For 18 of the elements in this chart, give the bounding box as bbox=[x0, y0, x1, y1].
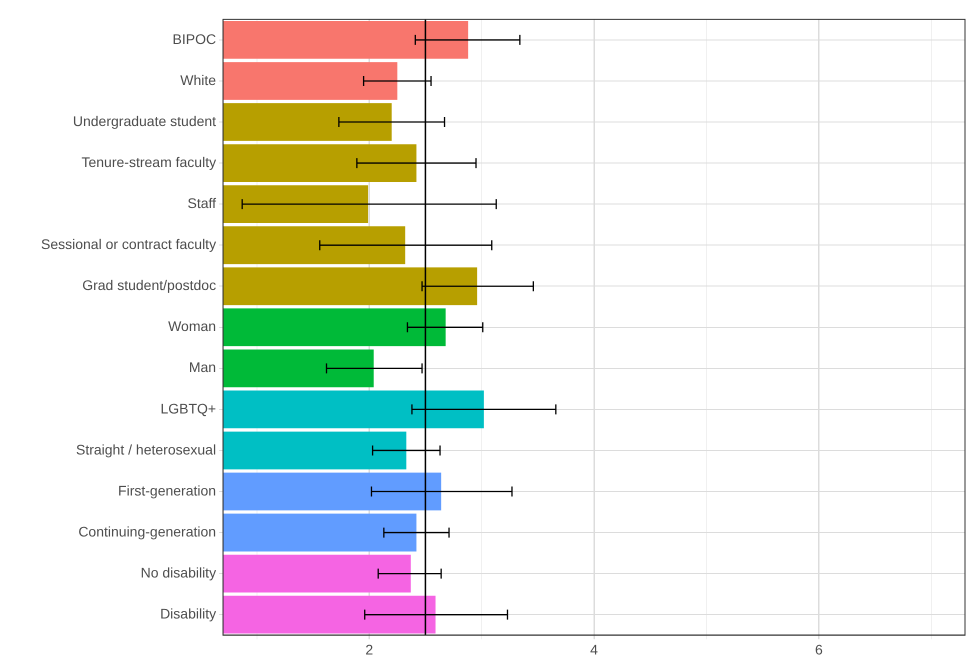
y-tick-label: Man bbox=[188, 359, 216, 376]
y-tick-label: Woman bbox=[168, 318, 216, 334]
y-tick-label: Staff bbox=[188, 195, 216, 211]
x-tick-label: 4 bbox=[590, 641, 598, 658]
y-tick-label: Sessional or contract faculty bbox=[40, 236, 216, 252]
y-tick-label: BIPOC bbox=[172, 30, 216, 47]
x-tick-label: 2 bbox=[365, 641, 374, 658]
y-tick-label: Undergraduate student bbox=[72, 112, 216, 129]
y-tick-label: Continuing-generation bbox=[78, 523, 216, 540]
y-tick-label: LGBTQ+ bbox=[160, 400, 216, 416]
x-tick-label: 6 bbox=[814, 641, 823, 658]
y-tick-label: No disability bbox=[140, 564, 216, 580]
y-tick-label: White bbox=[180, 72, 216, 88]
y-tick-label: Straight / heterosexual bbox=[76, 441, 216, 458]
y-tick-label: Disability bbox=[160, 606, 216, 622]
y-tick-label: First-generation bbox=[118, 482, 216, 498]
y-tick-label: Grad student/postdoc bbox=[82, 277, 216, 294]
y-tick-label: Tenure-stream faculty bbox=[81, 154, 216, 170]
